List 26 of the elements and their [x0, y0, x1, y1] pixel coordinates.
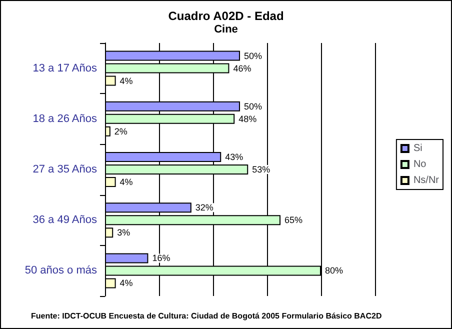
data-label: 3%	[117, 228, 130, 238]
y-tick-label: 27 a 35 Años	[32, 164, 98, 176]
legend-label: Si	[413, 143, 422, 154]
y-tick-label: 50 años o más	[24, 264, 98, 277]
data-label: 53%	[252, 164, 270, 174]
data-label: 65%	[284, 215, 303, 226]
data-label: 2%	[114, 126, 128, 136]
data-label: 43%	[225, 152, 244, 162]
data-label: 32%	[195, 202, 214, 213]
data-label: 4%	[120, 76, 133, 86]
legend-label: Ns/Nr	[413, 175, 440, 186]
data-label: 46%	[233, 63, 252, 74]
chart-title: Cuadro A02D - Edad	[168, 9, 284, 23]
data-label: 48%	[238, 114, 257, 124]
data-label: 80%	[325, 266, 344, 276]
y-tick-label: 18 a 26 Años	[32, 112, 98, 125]
data-label: 16%	[152, 253, 170, 264]
data-label: 50%	[244, 50, 262, 61]
data-label: 50%	[244, 101, 262, 112]
legend-label: No	[413, 159, 427, 170]
source-note: Fuente: IDCT-OCUB Encuesta de Cultura: Ciudad de Bogotá 2005 Formulario Básico BAC2D	[31, 312, 382, 320]
y-tick-label: 36 a 49 Años	[32, 214, 98, 226]
data-label: 4%	[120, 177, 133, 187]
chart-subtitle: Cine	[214, 24, 238, 36]
y-tick-label: 13 a 17 Años	[32, 62, 98, 74]
data-label: 4%	[120, 278, 133, 288]
